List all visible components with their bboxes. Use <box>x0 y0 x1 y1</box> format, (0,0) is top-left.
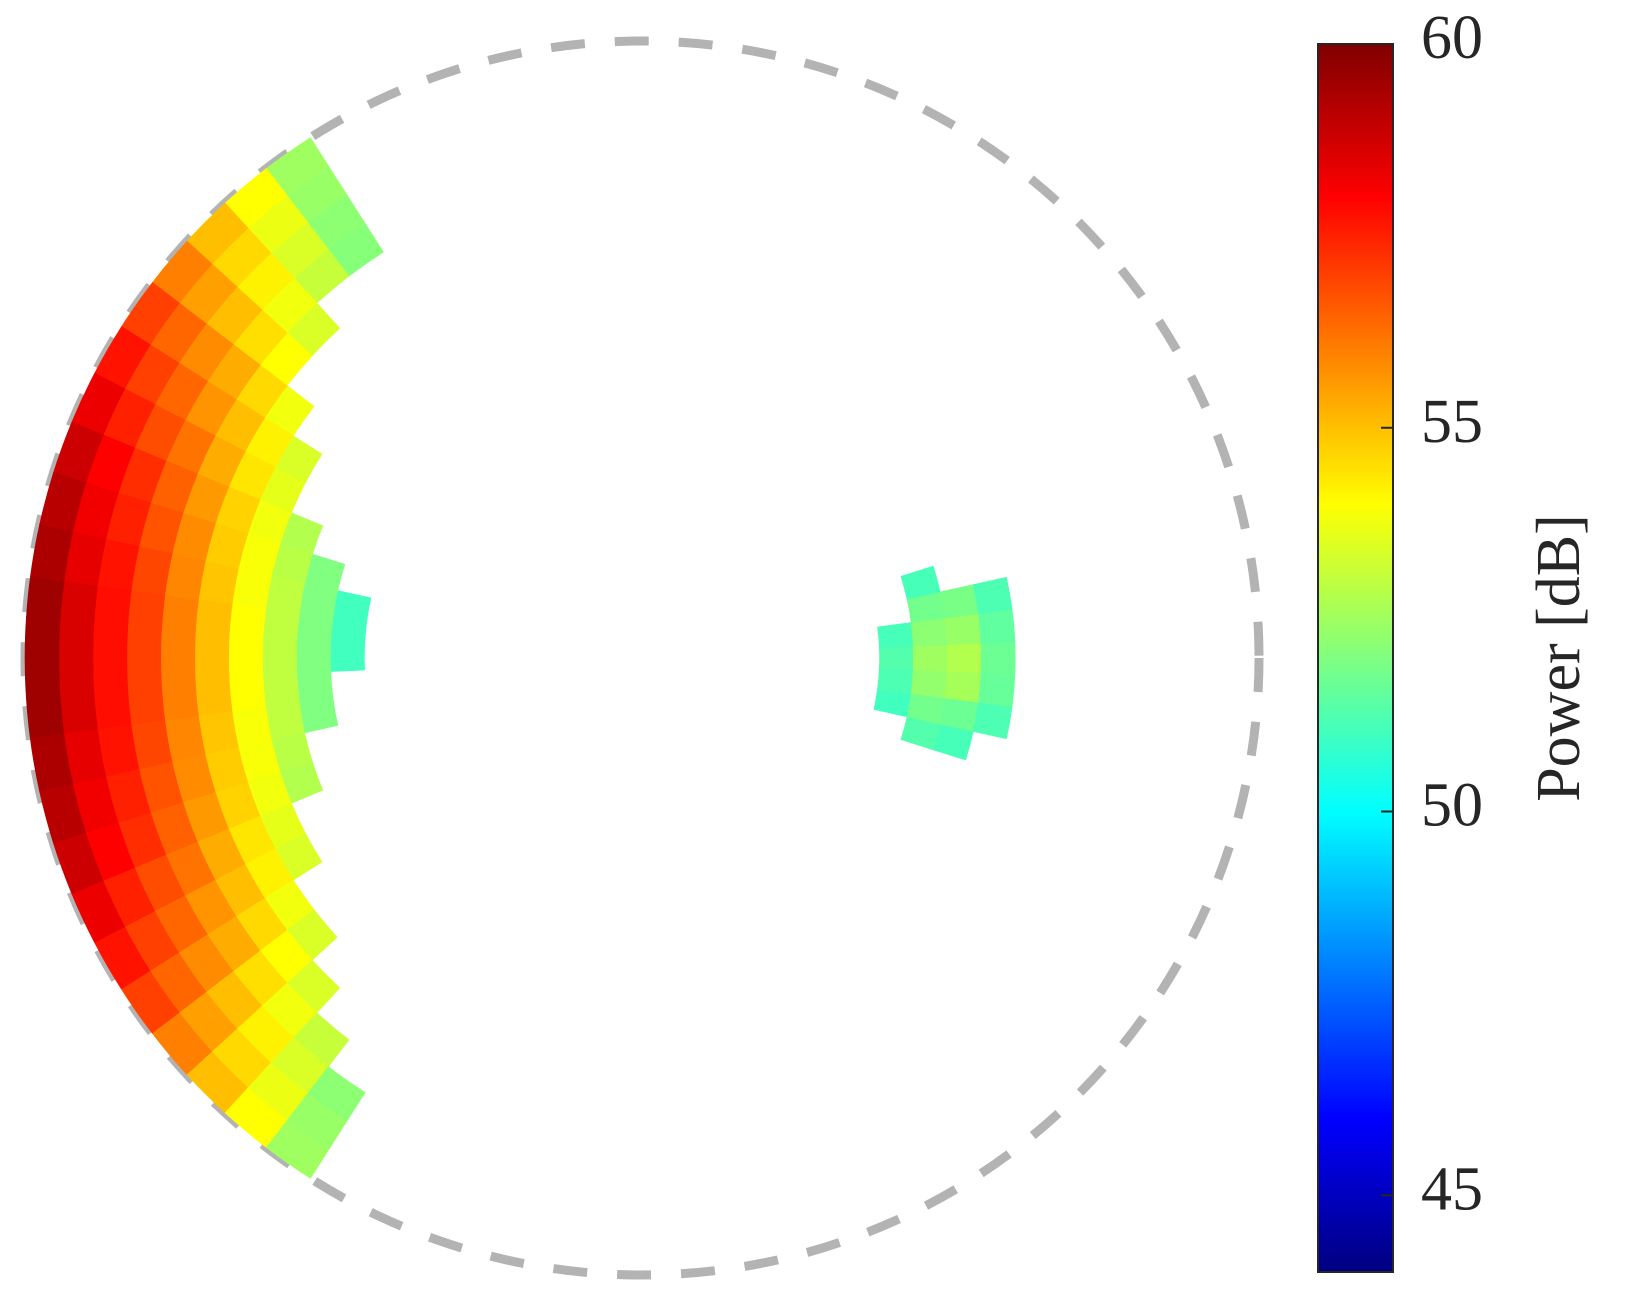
heatmap-cell <box>873 688 912 718</box>
colorbar-ticks: 45 50 55 60 <box>1381 4 1483 1223</box>
heatmap-cell <box>978 608 1016 644</box>
heatmap-cell <box>939 584 979 619</box>
heatmap-cell <box>24 630 60 686</box>
heatmap-cell <box>59 581 98 635</box>
heatmap-cell <box>198 560 239 605</box>
heatmap-cell <box>93 680 132 731</box>
heatmap-cell <box>194 638 230 678</box>
heatmap-cell <box>231 568 272 609</box>
colorbar-tick-label: 55 <box>1421 388 1483 456</box>
heatmap-cell <box>900 565 941 600</box>
heatmap-cell <box>330 616 368 647</box>
heatmap-cell <box>198 711 239 756</box>
heatmap-cell <box>910 617 948 647</box>
heatmap-cell <box>194 675 233 717</box>
heatmap-cell <box>262 641 298 675</box>
heatmap-cell <box>978 672 1016 708</box>
heatmap-cell <box>228 674 267 713</box>
heatmap-cell <box>910 669 948 699</box>
heatmap-cell <box>228 639 264 677</box>
heatmap-cell <box>58 632 94 684</box>
colorbar-label: Power [dB] <box>1525 514 1593 802</box>
heatmap-cell <box>160 636 196 680</box>
heatmap-cell <box>126 635 162 681</box>
colorbar <box>1317 43 1394 1273</box>
heatmap-cell <box>944 671 982 703</box>
heatmap-cell <box>980 641 1016 675</box>
heatmap-cell <box>228 603 267 642</box>
heatmap-cell <box>296 642 332 674</box>
heatmap-cell <box>262 608 300 644</box>
heatmap-cell <box>126 678 166 726</box>
heatmap-cell <box>877 622 914 648</box>
heatmap-cell <box>296 671 334 704</box>
colorbar-tick-label: 60 <box>1421 4 1483 72</box>
colorbar-tick-label: 50 <box>1421 772 1483 840</box>
heatmap-cell <box>93 585 132 636</box>
heatmap-cell <box>296 612 334 645</box>
heatmap-cell <box>332 590 372 623</box>
heatmap-cell <box>160 594 199 639</box>
heatmap-cell <box>194 599 233 641</box>
heatmap-cell <box>972 576 1013 615</box>
heatmap-cell <box>92 633 128 683</box>
heatmap-cell <box>912 644 948 672</box>
heatmap-cell <box>877 668 914 694</box>
heatmap-cell <box>299 698 339 734</box>
colorbar-tick-label: 45 <box>1421 1155 1483 1223</box>
heatmap <box>24 137 1016 1179</box>
heatmap-cell <box>25 577 65 633</box>
heatmap-cell <box>330 644 365 672</box>
heatmap-cell <box>944 613 982 645</box>
heatmap-cell <box>126 590 166 638</box>
heatmap-cell <box>59 681 98 735</box>
heatmap-cell <box>265 1120 330 1179</box>
heatmap-cell <box>262 672 300 708</box>
heatmap-cell <box>160 677 199 722</box>
heatmap-cell <box>946 642 982 674</box>
heatmap-cell <box>25 683 65 739</box>
heatmap-cell <box>879 645 914 671</box>
heatmap-cell <box>972 701 1013 740</box>
